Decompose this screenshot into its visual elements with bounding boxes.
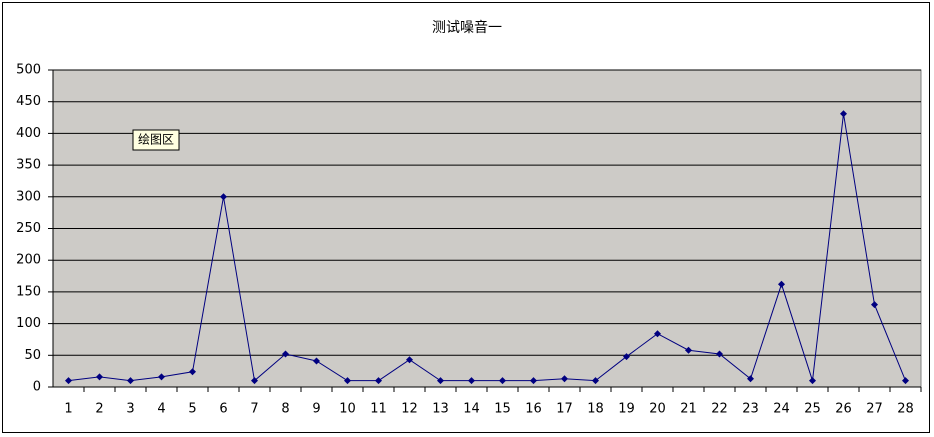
data-point bbox=[437, 377, 444, 385]
x-tick-label: 20 bbox=[649, 402, 666, 417]
x-tick-label: 4 bbox=[157, 402, 165, 417]
data-point bbox=[282, 350, 289, 358]
data-point bbox=[809, 377, 816, 385]
data-point bbox=[375, 377, 382, 385]
x-tick-label: 27 bbox=[866, 402, 883, 417]
chart-title: 测试噪音一 bbox=[432, 19, 502, 36]
data-point bbox=[561, 375, 568, 383]
x-tick-label: 25 bbox=[804, 402, 821, 417]
data-point bbox=[313, 357, 320, 365]
data-point bbox=[623, 353, 630, 361]
data-point bbox=[96, 373, 103, 381]
x-tick-label: 28 bbox=[897, 402, 914, 417]
tooltip-box bbox=[132, 129, 180, 151]
x-tick-label: 24 bbox=[773, 402, 790, 417]
y-tick-label: 350 bbox=[16, 158, 41, 173]
data-point bbox=[654, 330, 661, 338]
y-tick-label: 200 bbox=[16, 253, 41, 268]
x-tick-label: 19 bbox=[618, 402, 635, 417]
x-tick-label: 13 bbox=[432, 402, 449, 417]
x-tick-label: 7 bbox=[250, 402, 258, 417]
data-point bbox=[840, 110, 847, 118]
y-tick-label: 150 bbox=[16, 284, 41, 299]
y-tick-label: 100 bbox=[16, 316, 41, 331]
x-tick-label: 22 bbox=[711, 402, 728, 417]
data-point bbox=[344, 377, 351, 385]
x-tick-label: 26 bbox=[835, 402, 852, 417]
x-tick-label: 11 bbox=[370, 402, 387, 417]
x-tick-label: 17 bbox=[556, 402, 573, 417]
data-point bbox=[530, 377, 537, 385]
y-tick-label: 0 bbox=[33, 380, 41, 395]
x-tick-label: 2 bbox=[95, 402, 103, 417]
y-tick-label: 50 bbox=[24, 348, 41, 363]
x-tick-label: 1 bbox=[64, 402, 72, 417]
x-tick-label: 5 bbox=[188, 402, 196, 417]
data-point bbox=[499, 377, 506, 385]
x-tick-label: 15 bbox=[494, 402, 511, 417]
y-tick-label: 400 bbox=[16, 126, 41, 141]
x-tick-label: 18 bbox=[587, 402, 604, 417]
data-point bbox=[902, 377, 909, 385]
data-point bbox=[220, 193, 227, 201]
y-tick-label: 450 bbox=[16, 94, 41, 109]
y-tick-label: 300 bbox=[16, 189, 41, 204]
x-tick-label: 16 bbox=[525, 402, 542, 417]
series-line bbox=[68, 113, 906, 382]
data-point bbox=[685, 346, 692, 354]
x-tick-label: 3 bbox=[126, 402, 134, 417]
x-tick-label: 14 bbox=[463, 402, 480, 417]
x-tick-label: 23 bbox=[742, 402, 759, 417]
x-tick-label: 6 bbox=[219, 402, 227, 417]
data-point bbox=[158, 373, 165, 381]
data-point bbox=[468, 377, 475, 385]
x-tick-label: 9 bbox=[312, 402, 320, 417]
data-point bbox=[251, 377, 258, 385]
tooltip-text: 绘图区 bbox=[138, 132, 174, 147]
x-tick-label: 10 bbox=[339, 402, 356, 417]
data-point bbox=[747, 375, 754, 383]
data-point bbox=[65, 377, 72, 385]
data-point bbox=[127, 377, 134, 385]
x-tick-label: 12 bbox=[401, 402, 418, 417]
x-tick-label: 21 bbox=[680, 402, 697, 417]
data-point bbox=[778, 280, 785, 288]
data-point bbox=[716, 350, 723, 358]
y-tick-label: 500 bbox=[16, 63, 41, 78]
data-point bbox=[406, 356, 413, 364]
y-tick-label: 250 bbox=[16, 221, 41, 236]
data-point bbox=[871, 301, 878, 309]
data-point bbox=[189, 368, 196, 376]
x-tick-label: 8 bbox=[281, 402, 289, 417]
data-point bbox=[592, 377, 599, 385]
